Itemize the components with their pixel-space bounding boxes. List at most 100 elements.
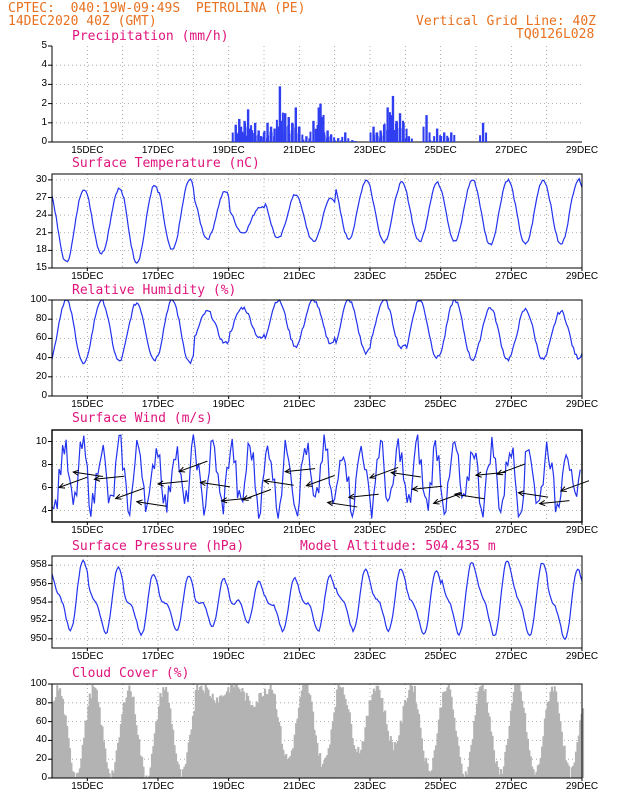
- precip-bar: [453, 134, 456, 142]
- cloud-bar: [354, 748, 357, 778]
- cloud-bar: [386, 730, 390, 778]
- cloud-bar: [276, 717, 279, 778]
- pressure-ytick-label: 950: [30, 632, 47, 644]
- rh-ytick-label: 20: [35, 370, 47, 382]
- cloud-bar: [549, 691, 552, 778]
- rh-xtick-label: 29DEC: [565, 399, 599, 410]
- cloud-bar: [541, 746, 544, 778]
- cloud-bar: [141, 756, 144, 778]
- cloud-bar: [336, 689, 339, 778]
- cloud-bar: [480, 685, 483, 778]
- pressure-xtick-label: 15DEC: [71, 651, 104, 662]
- temp-xtick-label: 27DEC: [495, 271, 528, 282]
- precip-bar: [322, 114, 325, 142]
- precip-bar: [440, 136, 443, 142]
- cloud-bar: [227, 687, 230, 778]
- cloud-bar: [326, 755, 329, 778]
- cloud-title: Cloud Cover (%): [72, 666, 190, 681]
- cloud-bar: [370, 700, 373, 778]
- wind-arrow: [369, 466, 399, 479]
- cloud-bar: [299, 697, 302, 778]
- pressure-frame: [51, 555, 583, 649]
- precip-bar: [337, 138, 340, 142]
- cloud-bar: [319, 752, 322, 778]
- cloud-bar: [389, 736, 392, 778]
- vertical-grid-label: Vertical Grid Line: 40Z: [416, 14, 597, 29]
- precip-bar: [278, 86, 282, 142]
- temp-xtick-label: 19DEC: [212, 271, 245, 282]
- cloud-bar: [155, 721, 158, 778]
- precip-bar: [277, 126, 280, 142]
- cloud-bar: [314, 735, 317, 778]
- cloud-bar: [410, 686, 414, 778]
- precip-bar: [257, 130, 260, 142]
- precip-xtick-label: 21DEC: [283, 145, 316, 156]
- cloud-bar: [377, 685, 380, 778]
- cloud-bar: [191, 715, 195, 778]
- precip-ytick-label: 4: [41, 59, 47, 71]
- cloud-bar: [518, 684, 521, 778]
- cloud-bar: [351, 738, 354, 778]
- cloud-bar: [528, 750, 531, 778]
- cloud-bar: [577, 735, 580, 778]
- precip-bar: [407, 136, 411, 142]
- cloud-bar: [234, 684, 237, 778]
- rh-ytick-label: 80: [35, 313, 47, 325]
- precip-bar: [333, 137, 336, 142]
- cloud-bar: [139, 755, 142, 778]
- cloud-bar: [118, 737, 121, 778]
- cloud-bar: [409, 684, 412, 778]
- cloud-bar: [559, 721, 562, 778]
- cloud-bar: [138, 739, 141, 778]
- wind-arrow: [115, 487, 144, 500]
- cloud-bar: [156, 719, 159, 778]
- cloud-bar: [286, 759, 289, 778]
- cloud-bar: [189, 734, 192, 778]
- pressure-xtick-label: 23DEC: [353, 651, 387, 662]
- cloud-bar: [468, 751, 472, 778]
- cloud-bar: [467, 766, 470, 778]
- wind-arrow-head: [178, 466, 186, 473]
- cloud-bar: [68, 748, 72, 778]
- precip-bar: [485, 132, 488, 142]
- cloud-bar: [514, 684, 517, 778]
- cloud-xtick-label: 23DEC: [353, 781, 387, 792]
- cloud-bar: [394, 742, 397, 778]
- cloud-bar: [133, 714, 137, 778]
- wind-arrow: [539, 500, 570, 505]
- cloud-ytick-label: 60: [35, 715, 47, 727]
- cloud-bar: [166, 692, 169, 778]
- cloud-bar: [560, 731, 563, 778]
- precip-bar: [317, 107, 320, 142]
- cloud-bar: [453, 717, 456, 778]
- precip-bar: [405, 128, 408, 142]
- rh-ytick-label: 40: [35, 351, 47, 363]
- precip-bar: [326, 130, 329, 142]
- cloud-bar: [252, 706, 255, 778]
- temp-xtick-label: 25DEC: [424, 271, 457, 282]
- cloud-bar: [132, 696, 135, 778]
- cloud-bar: [115, 750, 118, 778]
- precip-xtick-label: 19DEC: [212, 145, 245, 156]
- cloud-bar: [150, 753, 154, 778]
- wind-arrow-head: [93, 475, 101, 482]
- cloud-bar: [241, 687, 244, 778]
- wind-title: Surface Wind (m/s): [72, 411, 213, 426]
- rh-frame: [51, 299, 583, 397]
- cloud-bar: [255, 701, 258, 778]
- precip-bar: [372, 126, 375, 142]
- cloud-bar: [341, 687, 344, 778]
- pressure-ytick-label: 956: [30, 577, 47, 589]
- wind-arrow: [454, 493, 485, 500]
- cloud-ytick-label: 100: [30, 678, 47, 689]
- cloud-bar: [524, 713, 527, 778]
- cloud-bar: [555, 691, 558, 778]
- cloud-bar: [330, 729, 333, 778]
- cloud-bar: [94, 687, 97, 778]
- precip-bar: [260, 136, 262, 142]
- cloud-bar: [529, 756, 532, 778]
- cloud-bar: [303, 684, 306, 778]
- cloud-bar: [208, 696, 211, 778]
- cloud-bar: [536, 765, 539, 778]
- cloud-bar: [217, 702, 220, 778]
